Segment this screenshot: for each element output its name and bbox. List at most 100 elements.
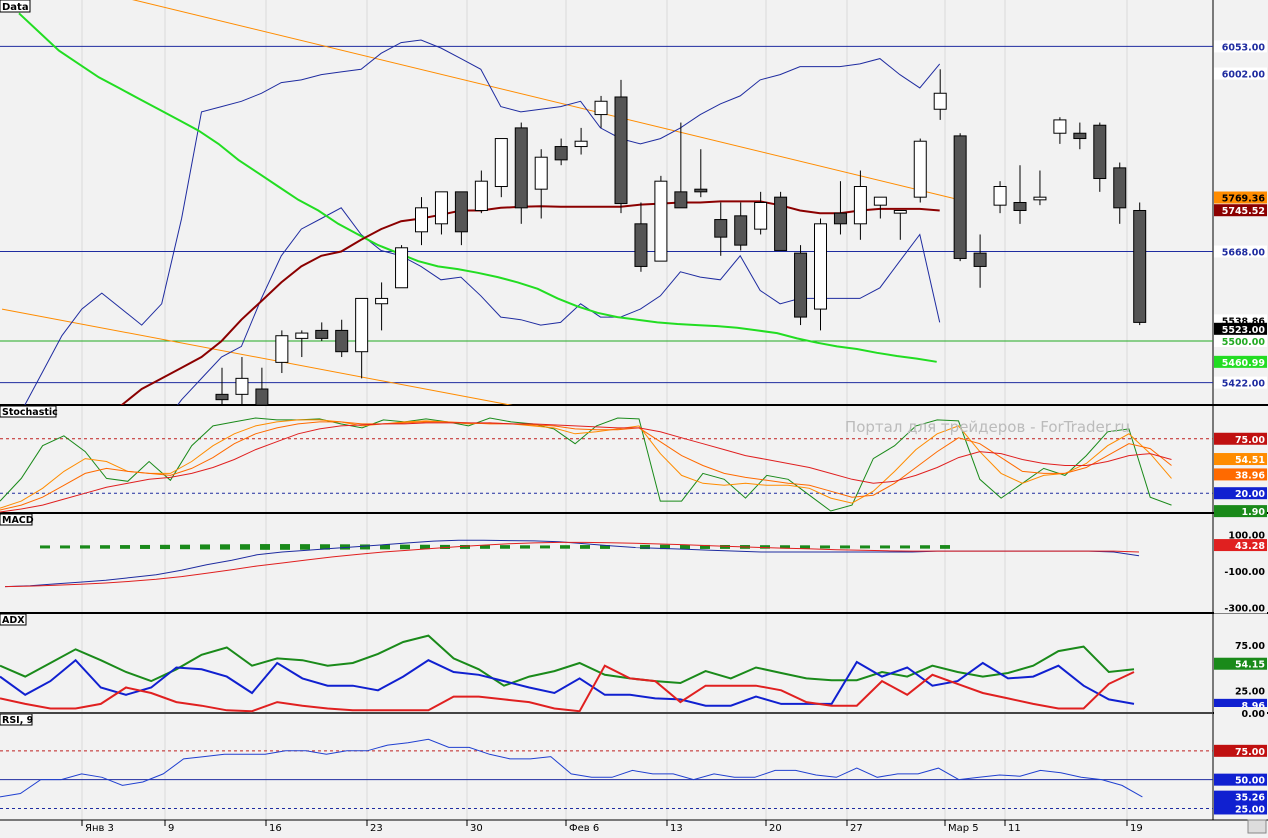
trendline-0 (132, 0, 960, 201)
macd-histogram-bar (300, 544, 310, 550)
candle-body (1033, 196, 1047, 201)
candle-body (654, 180, 668, 262)
stochastic-line-3 (0, 422, 1172, 513)
candle-body (933, 92, 947, 110)
macd-histogram-bar (280, 544, 290, 550)
rsi-axis-label-bg (1214, 802, 1267, 815)
x-axis: Янв 3 9 16 23 30 Фев 6 13 20 27 Мар 5 11 19 (0, 819, 1268, 834)
adx-axis-label-bg (1214, 707, 1267, 719)
x-tick-label: 23 (370, 823, 383, 834)
price-axis-label-bg (1214, 322, 1267, 335)
macd-histogram-bar (760, 545, 770, 549)
price-axis-label: 5523.00 (1222, 325, 1266, 336)
macd-axis-label-bg (1214, 601, 1267, 614)
price-axis-label-bg (1214, 191, 1267, 204)
candle-body (734, 215, 748, 246)
price-axis-label: 5668.00 (1222, 248, 1266, 259)
rsi-axis-label: 50.00 (1235, 776, 1265, 787)
candle-body (494, 138, 508, 188)
rsi-title-box (0, 713, 33, 726)
macd-histogram-bar (160, 544, 170, 550)
candle-body (215, 393, 229, 401)
price-axis-label-bg (1214, 67, 1267, 80)
adx-axis-label: 0.00 (1242, 709, 1266, 720)
macd-histogram-bar (420, 544, 430, 550)
candle-body (953, 135, 967, 259)
price-axis-label: 5500.00 (1222, 337, 1266, 348)
price-axis-label: 6002.00 (1222, 70, 1266, 81)
macd-axis-label: -100.00 (1224, 567, 1265, 578)
stochastic-axis-label: 75.00 (1235, 435, 1265, 446)
x-tick-label: Янв 3 (85, 823, 114, 834)
price-axis-label-bg (1214, 355, 1267, 368)
macd-histogram-bar (840, 545, 850, 549)
macd-histogram-bar (540, 545, 550, 549)
adx-title-box (0, 613, 27, 626)
stochastic-axis-label: 54.51 (1235, 455, 1265, 466)
rsi-axis-label-bg (1214, 744, 1267, 757)
macd-histogram-bar (100, 545, 110, 549)
stochastic-line-2 (0, 421, 1172, 511)
candle-body (534, 156, 548, 190)
macd-histogram-bar (680, 544, 690, 549)
price-axis-label-bg (1214, 40, 1267, 53)
candle-body (434, 191, 448, 225)
macd-histogram-bar (380, 544, 390, 550)
macd-histogram-bar (720, 544, 730, 549)
adx-axis-label-bg (1214, 638, 1267, 651)
x-tick-label: 19 (1130, 823, 1143, 834)
candle-body (973, 252, 987, 267)
macd-histogram-bar (320, 544, 330, 550)
candle-body (454, 191, 468, 233)
candle-body (1013, 202, 1027, 211)
candle-body (873, 196, 887, 206)
price-axis-label: 5769.36 (1222, 194, 1266, 205)
macd-histogram-bar (920, 545, 930, 549)
price-axis-label-bg (1214, 245, 1267, 258)
macd-axis-label: -300.00 (1224, 604, 1265, 615)
macd-histogram-bar (800, 545, 810, 549)
macd-histogram-bar (500, 545, 510, 549)
bollinger-band-upper (24, 39, 941, 405)
adx-panel: ADX 75.00 54.15 25.00 8.960.00 (0, 613, 1267, 720)
price-axis-label: 5422.00 (1222, 379, 1266, 390)
macd-histogram-bar (340, 544, 350, 550)
stochastic-axis-label: 1.90 (1242, 507, 1266, 518)
candle-body (993, 186, 1007, 206)
price-axis-label-bg (1214, 204, 1267, 217)
macd-histogram-bar (440, 544, 450, 549)
x-tick-label: 20 (769, 823, 782, 834)
macd-histogram-bar (200, 544, 210, 550)
rsi-axis-label: 35.26 (1235, 793, 1265, 804)
macd-axis-label-bg (1214, 565, 1267, 578)
macd-histogram-bar (80, 545, 90, 549)
macd-histogram-bar (640, 544, 650, 550)
candle-body (594, 100, 608, 116)
rsi-axis-label-bg (1214, 790, 1267, 803)
macd-histogram-bar (660, 544, 670, 550)
watermark: Портал для трейдеров - ForTrader.ru (845, 418, 1130, 436)
macd-histogram-bar (480, 545, 490, 549)
candle-body (474, 180, 488, 211)
price-plot-area (0, 0, 1213, 405)
stochastic-axis-label: 20.00 (1235, 489, 1265, 500)
rsi-title: RSI, 9 (2, 715, 33, 726)
stochastic-axis-label-bg (1214, 432, 1267, 445)
adx-axis-label-bg (1214, 657, 1267, 670)
macd-axis-label: 100.00 (1228, 531, 1265, 542)
macd-histogram-bar (460, 544, 470, 549)
price-title-box (0, 0, 31, 13)
rsi-axis-label-bg (1214, 773, 1267, 786)
candle-body (694, 188, 708, 193)
candle-body (794, 252, 808, 318)
candle-body (1073, 132, 1087, 140)
macd-histogram-bar (240, 544, 250, 550)
stochastic-title: Stochastic (2, 407, 58, 418)
macd-axis-label: 43.28 (1235, 541, 1265, 552)
x-tick-label: 13 (670, 823, 683, 834)
